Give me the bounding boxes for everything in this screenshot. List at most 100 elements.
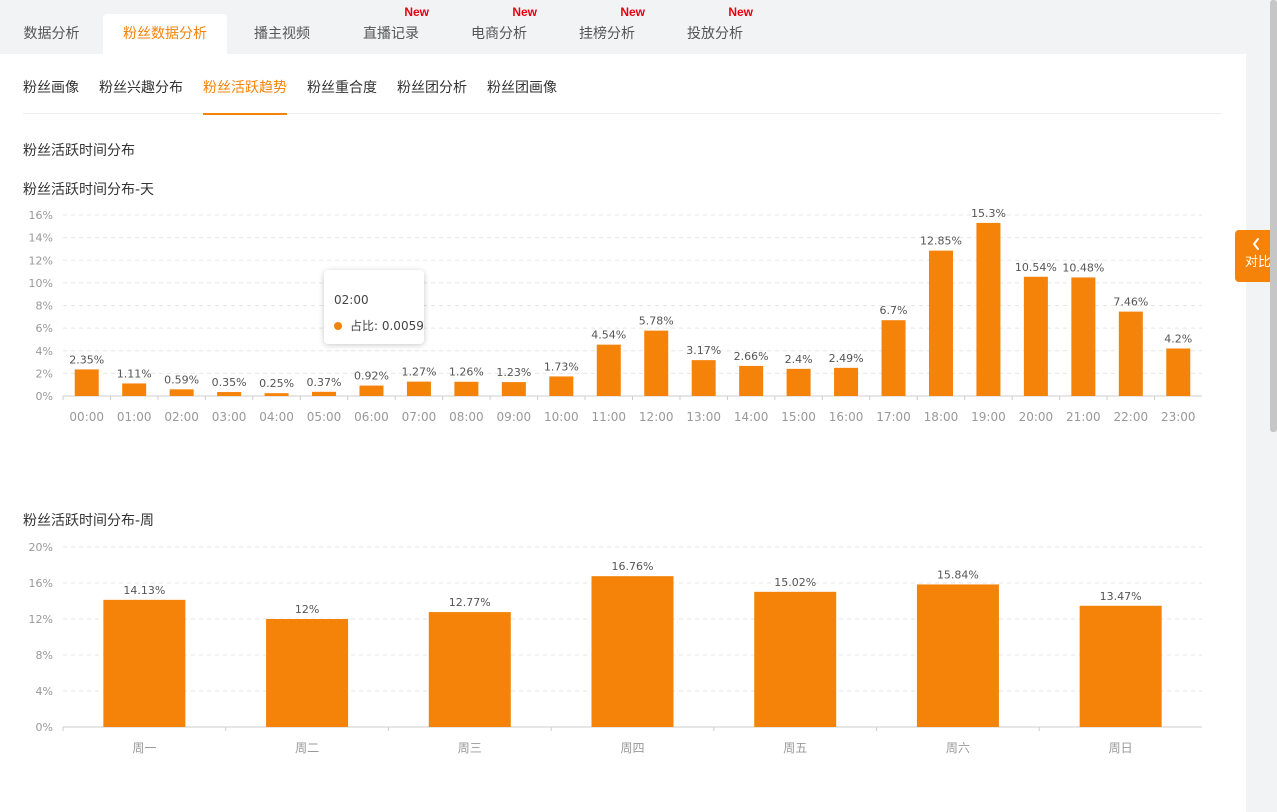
bar[interactable] [928, 250, 953, 396]
chevron-left-icon [1235, 230, 1277, 254]
bar[interactable] [786, 368, 811, 396]
bar[interactable] [916, 584, 999, 727]
bar[interactable] [74, 369, 99, 396]
y-tick-label: 4% [36, 685, 53, 698]
tab-label: 播主视频 [254, 26, 310, 42]
bar-value-label: 1.27% [401, 366, 436, 379]
bar[interactable] [264, 393, 289, 396]
x-tick-label: 12:00 [639, 410, 674, 424]
subtab-fans-portrait[interactable]: 粉丝画像 [23, 80, 79, 96]
bar[interactable] [754, 591, 837, 727]
bar[interactable] [596, 344, 621, 396]
bar[interactable] [312, 391, 337, 396]
x-tick-label: 周一 [132, 741, 156, 755]
subtab-fans-overlap[interactable]: 粉丝重合度 [307, 80, 377, 96]
bar-value-label: 15.02% [774, 576, 816, 589]
x-tick-label: 20:00 [1019, 410, 1054, 424]
subtab-fan-group-portrait[interactable]: 粉丝团画像 [487, 80, 557, 96]
tab-ecommerce-analysis[interactable]: 电商分析 New [445, 5, 553, 54]
bar[interactable] [834, 367, 859, 396]
bar[interactable] [266, 619, 349, 727]
bar-value-label: 13.47% [1100, 590, 1142, 603]
bar[interactable] [1071, 277, 1096, 396]
bar-value-label: 4.54% [591, 329, 626, 342]
tab-label: 投放分析 [687, 26, 743, 42]
bar-value-label: 10.48% [1062, 261, 1104, 274]
bar[interactable] [739, 365, 764, 396]
bar[interactable] [549, 376, 574, 396]
x-tick-label: 23:00 [1161, 410, 1196, 424]
y-tick-label: 16% [29, 577, 53, 590]
subtab-fan-group-analysis[interactable]: 粉丝团分析 [397, 80, 467, 96]
chart-week-distribution: 0% 4% 8% 12% 16% 20% 14.13% 周一 12% 周二 12.77% 周三 16.7… [29, 541, 1202, 755]
y-tick-label: 12% [29, 613, 53, 626]
tooltip-value: 占比: 0.0059 [350, 319, 424, 333]
bar[interactable] [976, 222, 1001, 396]
bar[interactable] [1118, 311, 1143, 396]
bar[interactable] [169, 389, 194, 396]
bar-value-label: 2.35% [69, 353, 104, 366]
bar-value-label: 6.7% [880, 304, 908, 317]
x-tick-label: 14:00 [734, 410, 769, 424]
y-tick-label: 14% [29, 232, 53, 245]
x-tick-label: 周日 [1109, 741, 1133, 755]
chart-day-distribution: 0% 2% 4% 6% 8% 10% 12% 14% 16% 2.35% 00:00 1.11% 01:… [29, 207, 1202, 424]
bar[interactable] [428, 612, 511, 727]
bar[interactable] [1023, 276, 1048, 396]
bar-value-label: 12.85% [920, 235, 962, 248]
bar[interactable] [501, 382, 526, 396]
tab-data-analysis[interactable]: 数据分析 [0, 14, 103, 54]
bar[interactable] [591, 576, 674, 727]
tab-live-records[interactable]: 直播记录 New [337, 5, 445, 54]
tab-label: 数据分析 [23, 26, 80, 42]
x-tick-label: 13:00 [686, 410, 721, 424]
scrollbar[interactable] [1270, 0, 1277, 432]
tooltip-title: 02:00 [334, 293, 369, 307]
bar-value-label: 7.46% [1113, 296, 1148, 309]
bar-value-label: 5.78% [639, 315, 674, 328]
bar[interactable] [103, 599, 186, 727]
new-badge: New [404, 5, 429, 19]
x-tick-label: 周六 [946, 741, 970, 755]
subtab-fans-activity-trend[interactable]: 粉丝活跃趋势 [203, 72, 287, 115]
compare-label: 对比 [1245, 255, 1272, 270]
x-tick-label: 11:00 [591, 410, 626, 424]
tab-ad-analysis[interactable]: 投放分析 New [661, 5, 769, 54]
x-tick-label: 周四 [620, 741, 644, 755]
bar[interactable] [644, 330, 669, 396]
new-badge: New [512, 5, 537, 19]
y-tick-label: 10% [29, 277, 53, 290]
bar[interactable] [359, 385, 384, 396]
tab-host-videos[interactable]: 播主视频 [227, 14, 337, 54]
bar-value-label: 2.4% [785, 353, 813, 366]
bar-value-label: 1.23% [496, 366, 531, 379]
new-badge: New [728, 5, 753, 19]
bar[interactable] [122, 383, 147, 396]
tab-ranking-analysis[interactable]: 挂榜分析 New [553, 5, 661, 54]
y-tick-label: 4% [36, 345, 53, 358]
y-tick-label: 8% [36, 300, 53, 313]
bar[interactable] [691, 360, 716, 396]
tab-fans-data-analysis[interactable]: 粉丝数据分析 [103, 14, 227, 54]
chart-tooltip: 02:00 占比: 0.0059 [324, 270, 424, 344]
bar-value-label: 14.13% [123, 584, 165, 597]
bar-value-label: 4.2% [1164, 332, 1192, 345]
y-tick-label: 8% [36, 649, 53, 662]
bar-value-label: 2.49% [829, 352, 864, 365]
bar[interactable] [217, 392, 242, 396]
bar-value-label: 12% [295, 603, 319, 616]
x-tick-label: 周二 [295, 741, 319, 755]
bar[interactable] [406, 381, 431, 396]
bar[interactable] [1166, 348, 1191, 396]
bar[interactable] [881, 320, 906, 396]
bar-value-label: 2.66% [734, 350, 769, 363]
bar[interactable] [1079, 605, 1162, 727]
tooltip-row: 占比: 0.0059 [334, 317, 424, 334]
bar-value-label: 10.54% [1015, 261, 1057, 274]
bar-value-label: 1.73% [544, 360, 579, 373]
x-tick-label: 21:00 [1066, 410, 1101, 424]
chart-title-day: 粉丝活跃时间分布-天 [23, 182, 155, 198]
bar[interactable] [454, 381, 479, 396]
x-tick-label: 16:00 [829, 410, 864, 424]
subtab-fans-interest[interactable]: 粉丝兴趣分布 [99, 80, 183, 96]
